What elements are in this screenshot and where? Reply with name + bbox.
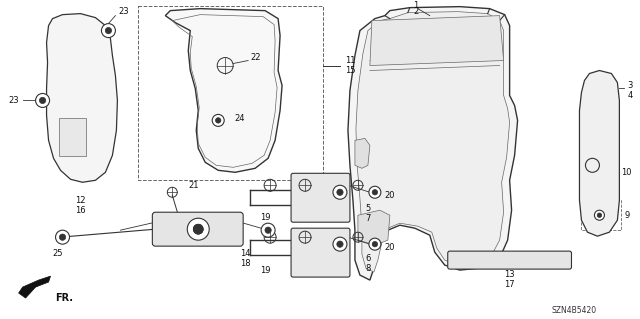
Circle shape — [261, 223, 275, 237]
Polygon shape — [355, 138, 370, 168]
Circle shape — [56, 230, 70, 244]
Text: 23: 23 — [118, 7, 129, 16]
Circle shape — [372, 189, 378, 195]
Circle shape — [337, 189, 343, 196]
Polygon shape — [19, 276, 51, 298]
Text: FR.: FR. — [56, 293, 74, 303]
Text: 11: 11 — [345, 56, 355, 65]
Polygon shape — [579, 70, 620, 236]
Circle shape — [333, 237, 347, 251]
Circle shape — [265, 227, 271, 233]
Circle shape — [193, 224, 203, 234]
FancyBboxPatch shape — [448, 251, 572, 269]
Text: 12: 12 — [76, 196, 86, 205]
Text: 1: 1 — [413, 1, 419, 10]
Polygon shape — [47, 14, 117, 182]
Text: 25: 25 — [52, 249, 63, 258]
Text: 19: 19 — [260, 213, 270, 222]
Circle shape — [369, 186, 381, 198]
Circle shape — [188, 218, 209, 240]
Circle shape — [106, 27, 111, 34]
Circle shape — [595, 210, 604, 220]
FancyBboxPatch shape — [152, 212, 243, 246]
Circle shape — [40, 97, 45, 104]
Text: 22: 22 — [250, 53, 260, 62]
Circle shape — [337, 241, 343, 247]
Bar — [58, 118, 86, 156]
Bar — [138, 6, 323, 180]
Text: 18: 18 — [240, 259, 250, 268]
Text: 15: 15 — [345, 66, 355, 75]
Text: 20: 20 — [385, 243, 395, 252]
Polygon shape — [370, 16, 504, 65]
Text: 21: 21 — [188, 181, 198, 190]
Circle shape — [212, 115, 224, 126]
Circle shape — [36, 93, 49, 108]
Text: 3: 3 — [627, 81, 633, 90]
Polygon shape — [356, 11, 509, 272]
Polygon shape — [165, 9, 282, 172]
Text: 23: 23 — [8, 96, 19, 105]
Text: 16: 16 — [75, 206, 86, 215]
Text: 9: 9 — [625, 211, 630, 220]
Circle shape — [216, 118, 221, 123]
Text: 6: 6 — [365, 254, 371, 263]
Text: SZN4B5420: SZN4B5420 — [552, 306, 597, 315]
Circle shape — [597, 213, 602, 218]
Circle shape — [372, 241, 378, 247]
Text: 4: 4 — [627, 91, 632, 100]
Bar — [582, 200, 621, 230]
Text: 10: 10 — [621, 168, 632, 177]
Text: 17: 17 — [504, 279, 515, 289]
Circle shape — [193, 224, 204, 234]
Circle shape — [369, 238, 381, 250]
Text: 14: 14 — [240, 249, 250, 258]
Polygon shape — [358, 210, 390, 245]
Text: 13: 13 — [504, 270, 515, 278]
Circle shape — [333, 185, 347, 199]
Circle shape — [60, 234, 66, 240]
Text: 20: 20 — [385, 191, 395, 200]
FancyBboxPatch shape — [291, 173, 350, 222]
Text: 2: 2 — [413, 7, 419, 16]
Circle shape — [102, 24, 115, 38]
Text: 8: 8 — [365, 263, 371, 273]
Polygon shape — [348, 7, 518, 280]
FancyBboxPatch shape — [291, 228, 350, 277]
Text: 7: 7 — [365, 214, 371, 223]
Text: 5: 5 — [365, 204, 371, 213]
Text: 19: 19 — [260, 266, 270, 275]
Text: 24: 24 — [234, 114, 244, 123]
